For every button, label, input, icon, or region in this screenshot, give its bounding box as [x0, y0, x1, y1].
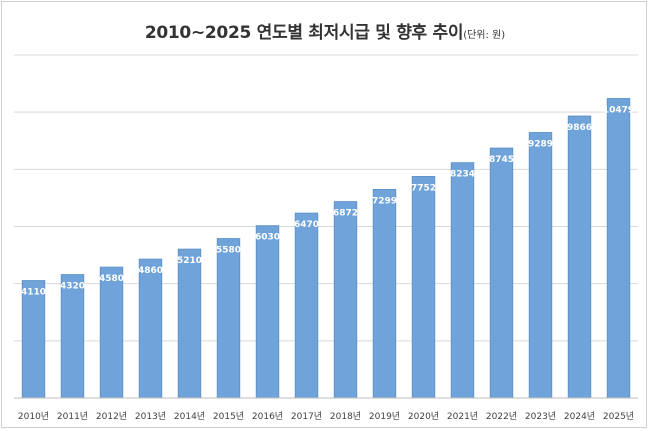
- x-tick-label: 2016년: [252, 411, 283, 422]
- chart-unit-note: (단위: 원): [463, 30, 506, 41]
- data-label: 4860: [138, 266, 163, 276]
- bar-2020년: [411, 176, 436, 399]
- bar-2012년: [99, 266, 124, 399]
- x-tick-label: 2010년: [18, 411, 49, 422]
- data-label: 4580: [99, 274, 124, 284]
- x-tick-label: 2017년: [291, 411, 322, 422]
- bar-2016년: [255, 225, 280, 399]
- data-label: 9289: [528, 139, 553, 149]
- x-tick-label: 2013년: [135, 411, 166, 422]
- data-label: 10479: [603, 105, 634, 115]
- x-tick-label: 2019년: [369, 411, 400, 422]
- x-tick-label: 2023년: [525, 411, 556, 422]
- x-tick-label: 2015년: [213, 411, 244, 422]
- bar-2018년: [333, 201, 358, 399]
- bar-2014년: [177, 248, 202, 399]
- data-label: 4110: [21, 288, 46, 298]
- data-label: 5210: [177, 256, 202, 266]
- data-label: 6030: [255, 233, 280, 243]
- data-label: 7752: [411, 183, 436, 193]
- bar-2022년: [489, 147, 514, 399]
- data-label: 6872: [333, 209, 358, 219]
- data-label: 8745: [489, 155, 514, 165]
- x-tick-label: 2021년: [447, 411, 478, 422]
- bar-2013년: [138, 258, 163, 399]
- data-label: 9866: [567, 123, 592, 133]
- chart-title: 2010~2025 연도별 최저시급 및 향후 추이: [144, 23, 464, 43]
- x-tick-label: 2024년: [564, 411, 595, 422]
- chart-title-block: 2010~2025 연도별 최저시급 및 향후 추이(단위: 원): [0, 18, 650, 43]
- bar-2015년: [216, 238, 241, 399]
- x-tick-label: 2012년: [96, 411, 127, 422]
- data-label: 5580: [216, 246, 241, 256]
- bar-2017년: [294, 212, 319, 399]
- x-tick-label: 2020년: [408, 411, 439, 422]
- x-tick-label: 2014년: [174, 411, 205, 422]
- x-tick-label: 2025년: [603, 411, 634, 422]
- bar-2019년: [372, 188, 397, 399]
- bar-2021년: [450, 162, 475, 399]
- x-tick-label: 2018년: [330, 411, 361, 422]
- bar-2024년: [567, 115, 592, 399]
- data-label: 7299: [372, 196, 397, 206]
- bar-2025년: [606, 98, 631, 399]
- data-label: 4320: [60, 282, 85, 292]
- data-label: 6470: [294, 220, 319, 230]
- bar-2023년: [528, 132, 553, 399]
- bar-2011년: [60, 274, 85, 399]
- bar-2010년: [21, 280, 46, 399]
- x-tick-label: 2022년: [486, 411, 517, 422]
- x-tick-label: 2011년: [57, 411, 88, 422]
- data-label: 8234: [450, 170, 475, 180]
